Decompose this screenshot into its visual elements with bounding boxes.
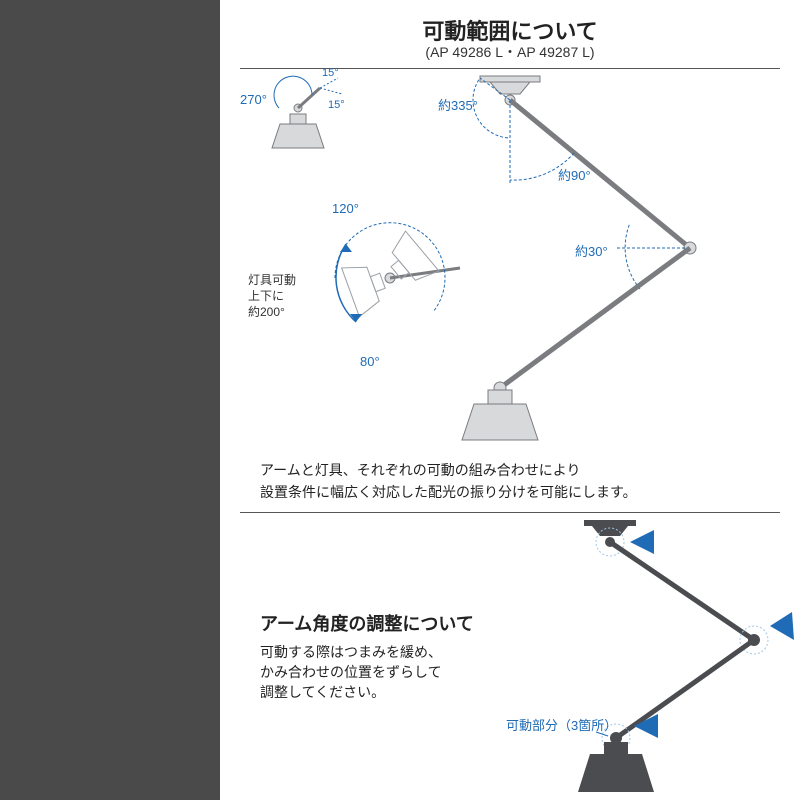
- left-sidebar: [0, 0, 220, 800]
- label-lightmove-1: 灯具可動: [248, 273, 296, 287]
- label-15a: 15°: [322, 68, 339, 79]
- label-lightmove-3: 約200°: [248, 304, 285, 319]
- label-335: 約335°: [438, 98, 478, 113]
- label-30: 約30°: [575, 244, 608, 259]
- section2-desc-line1: 可動する際はつまみを緩め、: [260, 642, 442, 663]
- main-lamp-head: [462, 390, 538, 440]
- arrow-joint-1: [630, 530, 654, 554]
- label-80: 80°: [360, 354, 380, 369]
- section2-title: アーム角度の調整について: [260, 610, 474, 636]
- content-panel: 可動範囲について (AP 49286 L・AP 49287 L) 約335° 約…: [220, 0, 800, 800]
- arc-30: [625, 223, 640, 289]
- label-120: 120°: [332, 201, 359, 216]
- head-rotation-inset: 270° 15° 15°: [240, 68, 345, 148]
- head-tilt-inset: 120° 80° 灯具可動 上下に 約200°: [248, 201, 460, 369]
- label-270: 270°: [240, 92, 267, 107]
- upper-arm: [510, 100, 690, 248]
- label-joints: 可動部分（3箇所）: [506, 718, 617, 733]
- section1-desc-line1: アームと灯具、それぞれの可動の組み合わせにより: [260, 460, 580, 481]
- divider-mid: [240, 512, 780, 513]
- section2-desc-line3: 調整してください。: [260, 682, 385, 703]
- label-lightmove-2: 上下に: [248, 289, 284, 303]
- label-15b: 15°: [328, 99, 345, 111]
- section1-desc-line2: 設置条件に幅広く対応した配光の振り分けを可能にします。: [260, 482, 637, 503]
- label-90: 約90°: [558, 168, 591, 183]
- section2-desc-line2: かみ合わせの位置をずらして: [260, 662, 442, 683]
- lower-arm: [500, 248, 690, 388]
- arrow-joint-2: [770, 612, 794, 640]
- range-of-motion-diagram: 約335° 約90° 約30°: [220, 68, 800, 468]
- arm-adjustment-diagram: 可動部分（3箇所）: [496, 516, 800, 806]
- page-subtitle: (AP 49286 L・AP 49287 L): [220, 42, 800, 62]
